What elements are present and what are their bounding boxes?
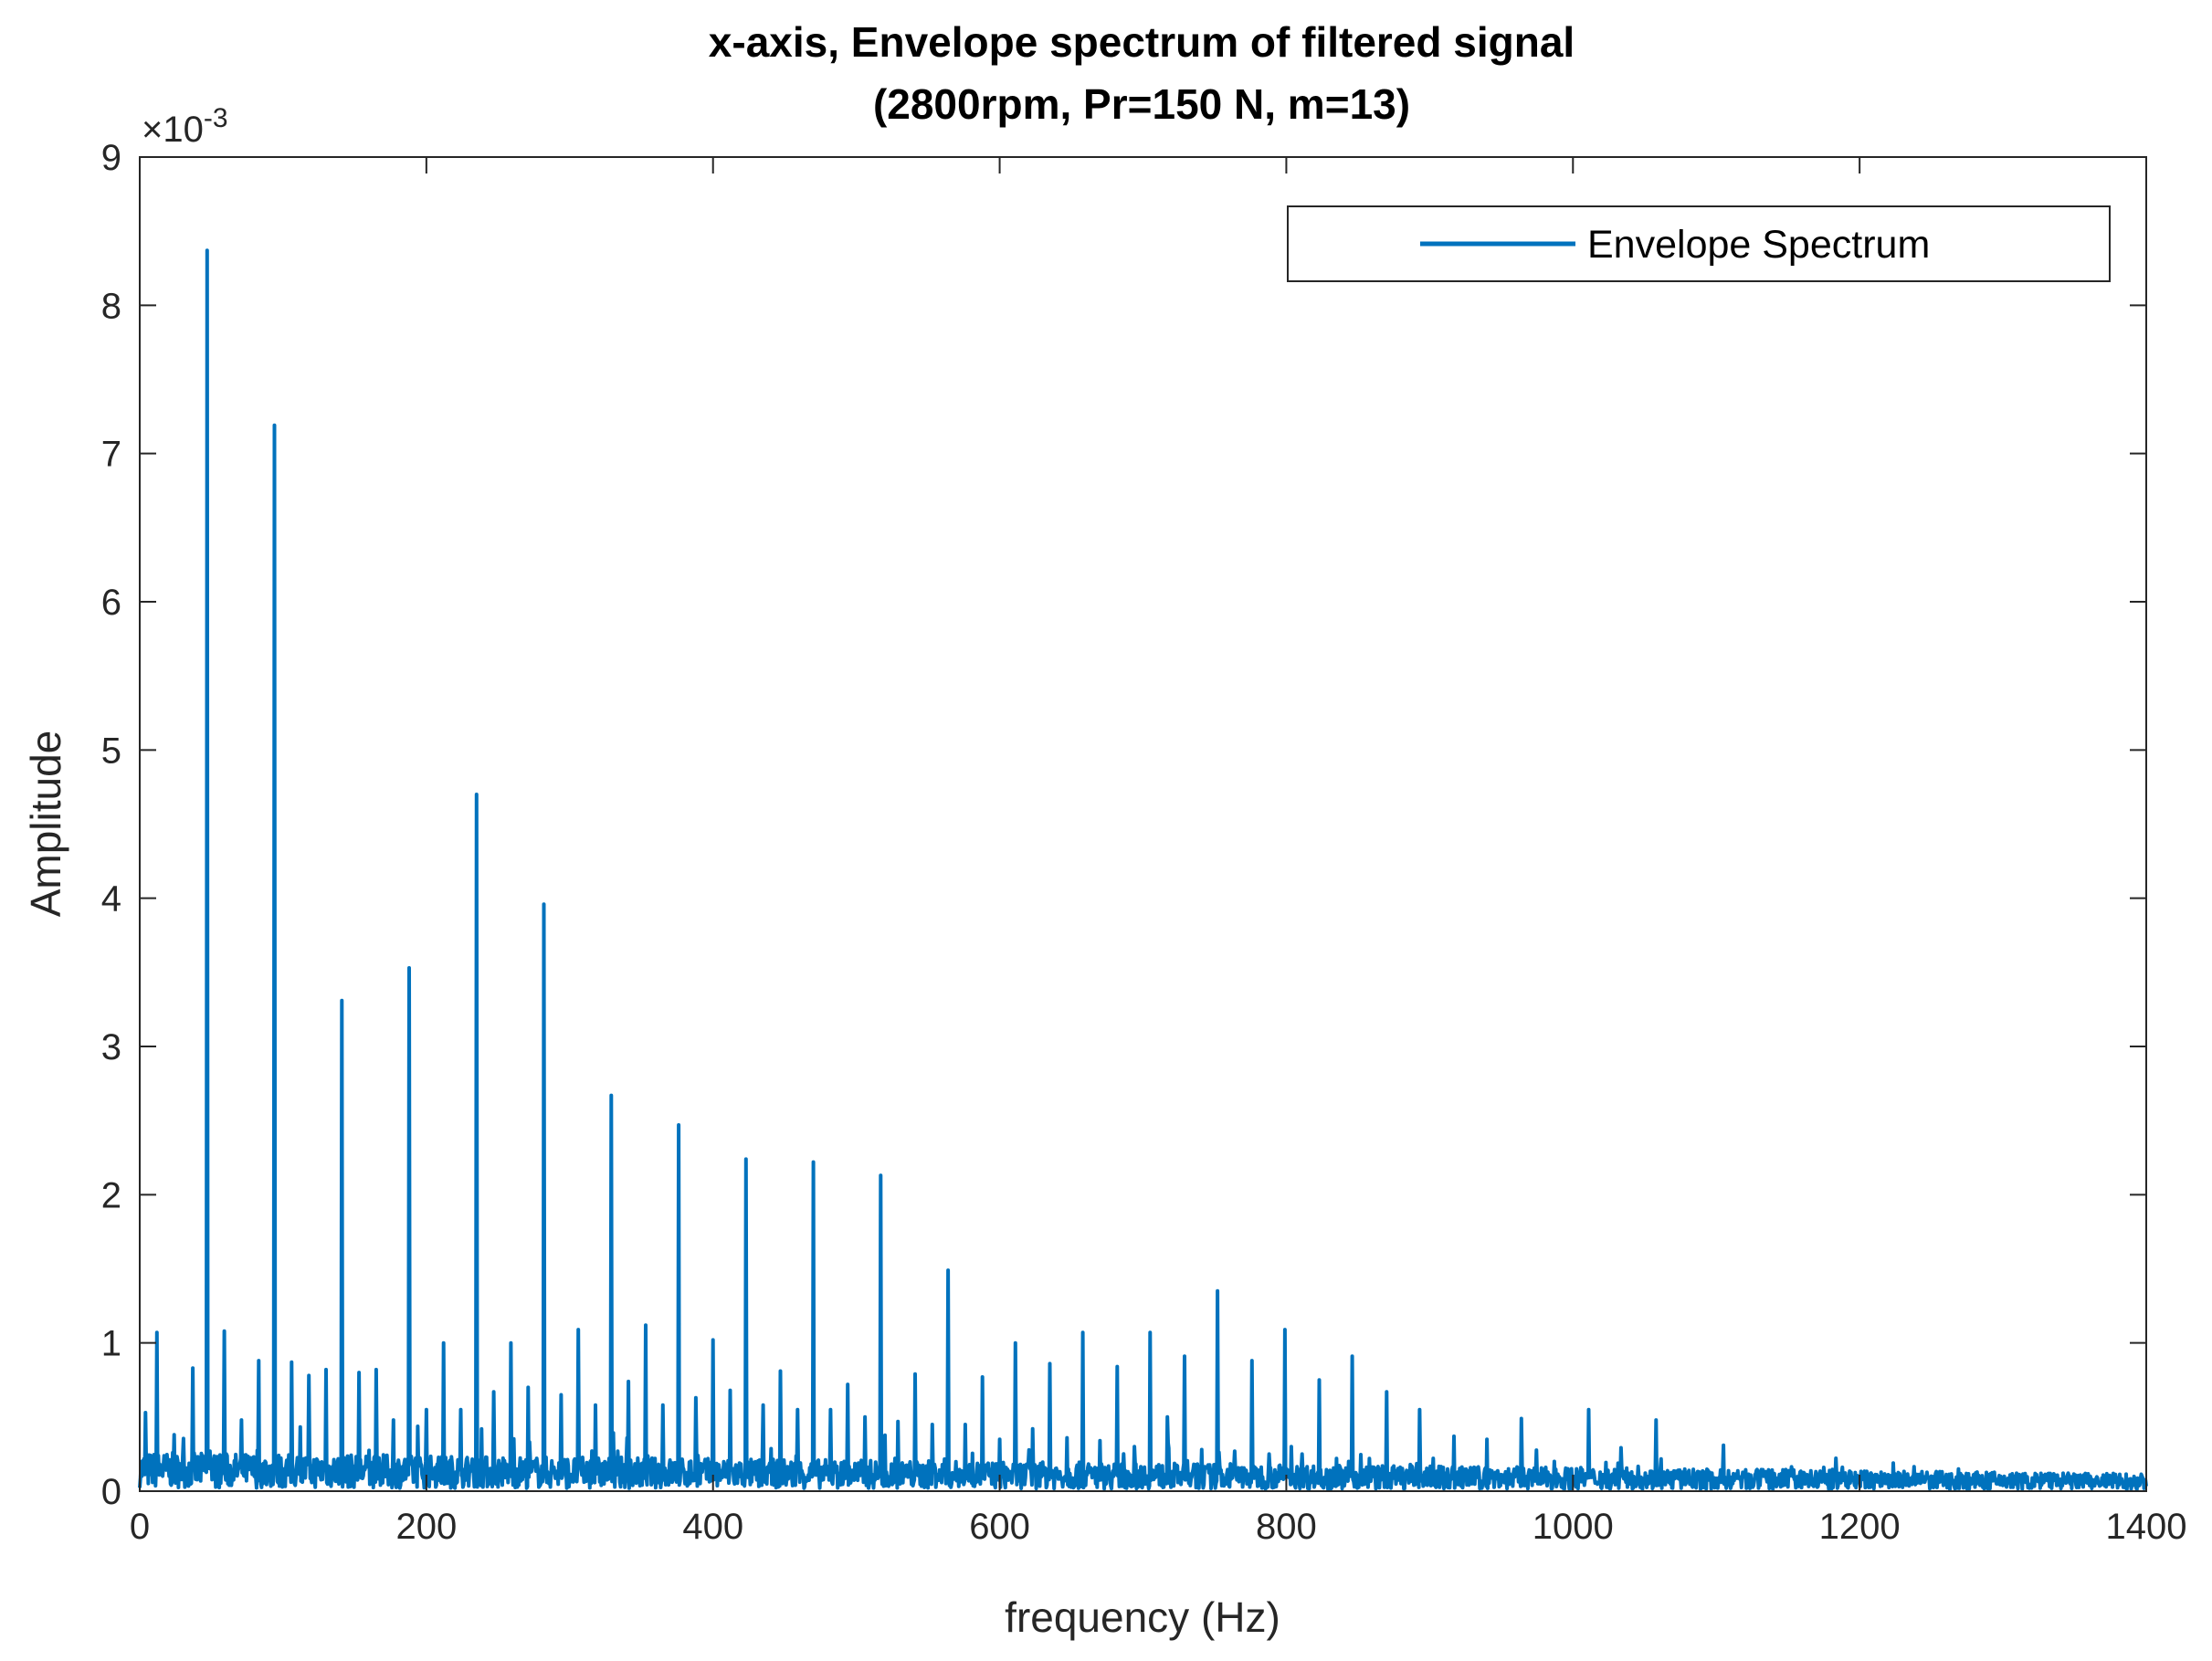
x-tick-label: 0 xyxy=(130,1507,150,1547)
legend: Envelope Spectrum xyxy=(1287,205,2111,282)
y-exponent-base: ×10 xyxy=(142,110,204,150)
y-tick-label: 2 xyxy=(101,1175,121,1215)
chart-subtitle: (2800rpm, Pr=150 N, m=13) xyxy=(873,80,1410,128)
chart-title: x-axis, Envelope spectrum of filtered si… xyxy=(709,18,1575,66)
y-tick-label: 0 xyxy=(101,1472,121,1512)
x-tick-label: 800 xyxy=(1256,1507,1317,1547)
plot-frame xyxy=(139,156,2147,1492)
x-tick-label: 1400 xyxy=(2106,1507,2187,1547)
plot-area xyxy=(140,157,2146,1491)
y-tick-label: 8 xyxy=(101,286,121,326)
axes-layer: 0 200 400 600 800 1000 1200 1400 0 1 2 3 4 5 6 7 8 9 xyxy=(101,138,2187,1547)
x-tick-label: 600 xyxy=(969,1507,1030,1547)
y-axis-label: Amplitude xyxy=(22,731,69,918)
y-tick-label: 1 xyxy=(101,1324,121,1364)
y-tick-label: 7 xyxy=(101,435,121,475)
y-exponent-label: ×10-3 xyxy=(142,103,228,150)
legend-entry-label: Envelope Spectrum xyxy=(1587,223,1930,267)
y-tick-label: 9 xyxy=(101,138,121,178)
x-tick-label: 1200 xyxy=(1819,1507,1901,1547)
y-tick-label: 6 xyxy=(101,583,121,623)
x-tick-label: 1000 xyxy=(1533,1507,1614,1547)
x-axis-label: frequency (Hz) xyxy=(1005,1593,1280,1641)
y-tick-label: 4 xyxy=(101,879,121,920)
series-layer xyxy=(138,248,2148,1492)
y-tick-label: 3 xyxy=(101,1027,121,1067)
series-line-envelope-spectrum xyxy=(138,248,2148,1492)
y-tick-label: 5 xyxy=(101,731,121,771)
x-tick-label: 200 xyxy=(395,1507,457,1547)
x-tick-label: 400 xyxy=(682,1507,743,1547)
y-exponent-power: -3 xyxy=(204,103,228,133)
